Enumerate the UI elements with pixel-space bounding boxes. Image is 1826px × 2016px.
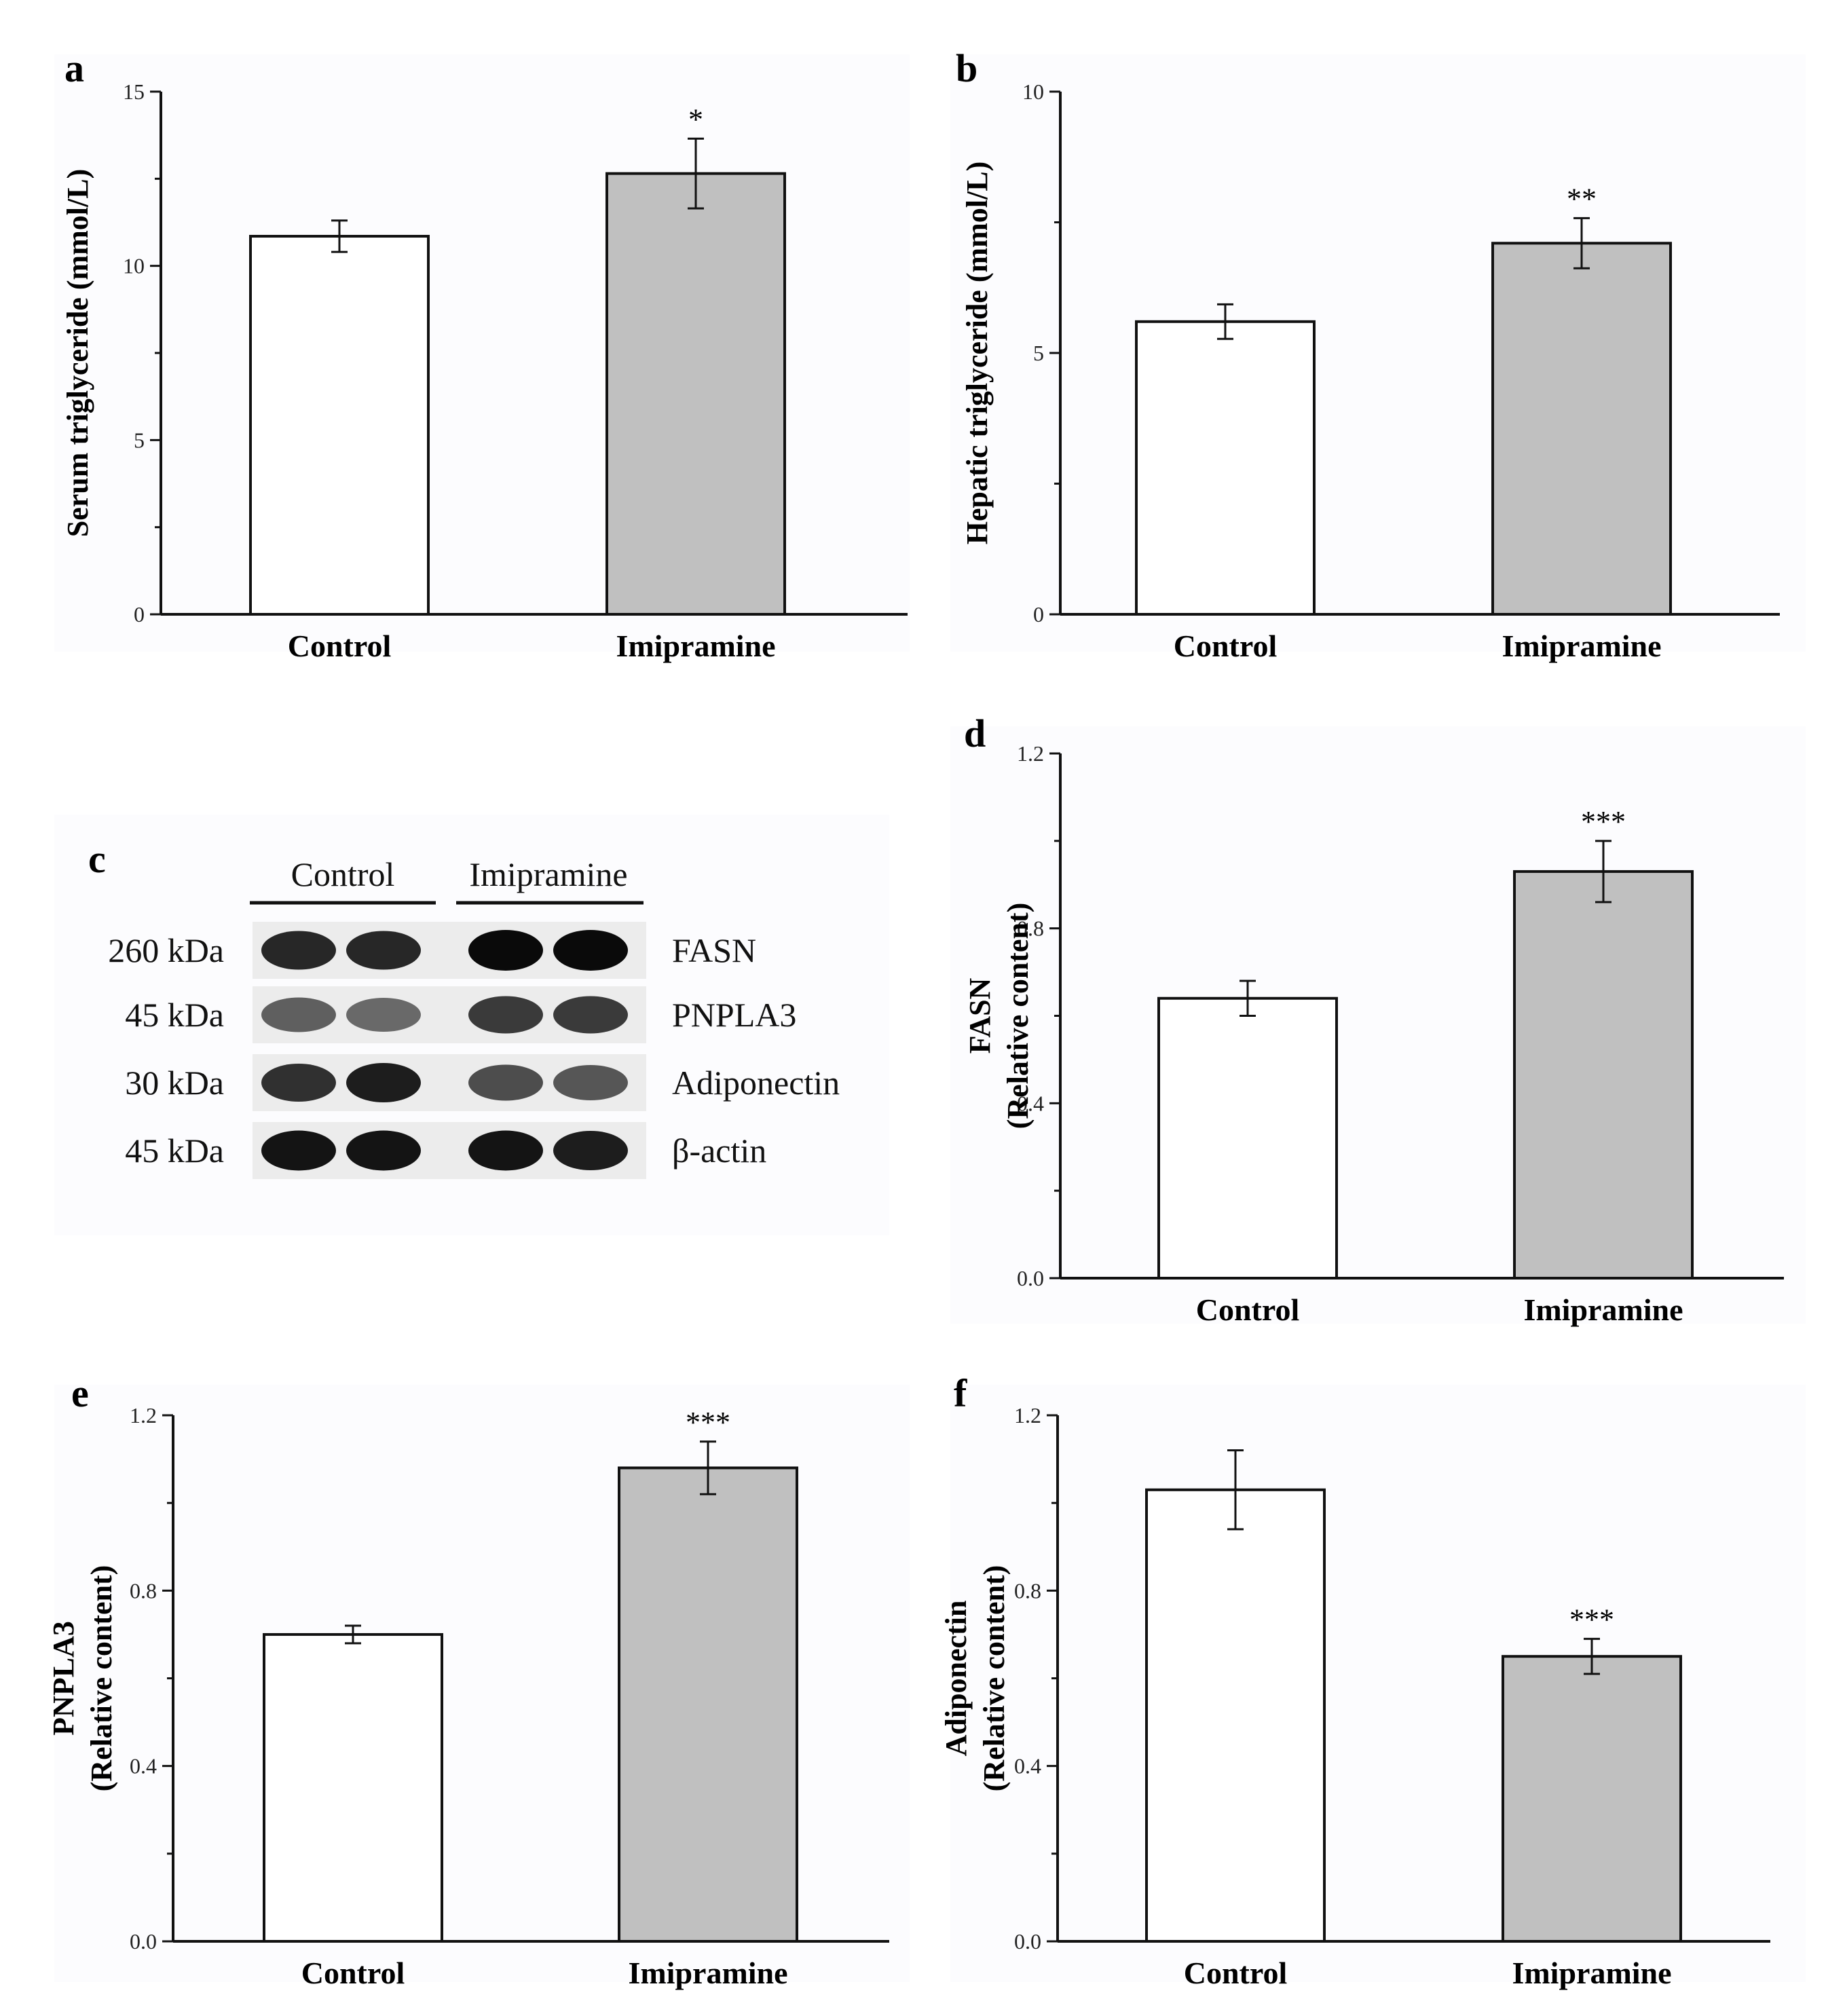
panel-background (950, 54, 1806, 652)
western-blot-panel: c Control Imipramine 260 kDa FASN 45 kDa PN… (54, 815, 889, 1235)
y-tick-label: 0 (134, 602, 145, 627)
x-tick-label: Imipramine (628, 1956, 787, 1990)
blot-band (346, 998, 421, 1032)
y-tick-label: 0.8 (1017, 916, 1044, 941)
chart-panel-f: f 0.0 0.4 0.8 1.2 Control *** Imipramine Adipone… (939, 1371, 1806, 1990)
x-tick-label: Imipramine (1512, 1956, 1671, 1990)
blot-kda-label: 45 kDa (125, 996, 224, 1034)
y-tick-label: 1.2 (1014, 1403, 1041, 1427)
panel-label-a: a (64, 46, 84, 90)
blot-row: 30 kDa Adiponectin (125, 1054, 840, 1111)
blot-protein-label: PNPLA3 (672, 996, 796, 1034)
blot-band (468, 996, 543, 1034)
bar-imipramine (1502, 1655, 1682, 1943)
blot-band (346, 1063, 421, 1102)
x-tick-label: Imipramine (1502, 629, 1661, 663)
blot-band (468, 1064, 543, 1101)
chart-panel-b: b 0 5 10 Control ** Imipramine Hepatic triglyce… (950, 46, 1806, 663)
y-axis-label: Serum triglyceride (mmol/L) (61, 169, 94, 538)
y-tick-label: 1.2 (130, 1403, 157, 1427)
y-tick-label: 0.0 (1014, 1929, 1041, 1954)
significance-marker: * (688, 102, 703, 136)
x-tick-label: Imipramine (1523, 1292, 1683, 1327)
bar-control (1145, 1488, 1326, 1943)
panel-label-e: e (71, 1371, 89, 1415)
blot-band (553, 996, 628, 1034)
y-tick-label: 5 (1033, 341, 1044, 365)
significance-marker: *** (1581, 805, 1626, 838)
y-tick-label: 0.8 (1014, 1578, 1041, 1603)
y-tick-label: 15 (123, 79, 145, 104)
y-tick-label: 0.4 (130, 1754, 157, 1778)
blot-band (553, 930, 628, 971)
blot-protein-label: Adiponectin (672, 1064, 840, 1102)
panel-label-c: c (88, 837, 106, 881)
y-tick-label: 0.0 (130, 1929, 157, 1954)
y-tick-label: 10 (1022, 79, 1044, 104)
bar-imipramine (605, 172, 786, 616)
panel-label-b: b (956, 46, 977, 90)
significance-marker: *** (686, 1406, 730, 1439)
blot-protein-label: β-actin (672, 1132, 766, 1170)
chart-panel-e: e 0.0 0.4 0.8 1.2 Control *** Imipramine PNPLA3(… (47, 1371, 910, 1990)
blot-band (346, 931, 421, 970)
y-axis-label: PNPLA3 (Relative content) (47, 1565, 118, 1792)
blot-band (261, 997, 336, 1032)
y-axis-label: FASN (Relative content) (963, 903, 1035, 1130)
panel-label-d: d (964, 711, 986, 755)
blot-row: 260 kDa FASN (108, 922, 756, 979)
bar-control (263, 1632, 443, 1943)
y-tick-label: 0.4 (1017, 1091, 1044, 1115)
y-tick-label: 0.4 (1014, 1754, 1041, 1778)
blot-rows: 260 kDa FASN 45 kDa PNPLA3 30 kDa Adiponectin… (108, 922, 840, 1179)
blot-band (261, 1064, 336, 1102)
chart-panel-a: a 0 5 10 15 Control * Imipramine Serum triglycer… (54, 46, 910, 663)
blot-band (553, 1131, 628, 1170)
blot-kda-label: 30 kDa (125, 1064, 224, 1102)
bar-control (1135, 320, 1316, 616)
blot-row: 45 kDa β-actin (125, 1122, 766, 1179)
bar-control (1157, 996, 1338, 1280)
y-tick-label: 0.0 (1017, 1266, 1044, 1290)
x-tick-label: Imipramine (616, 629, 775, 663)
blot-protein-label: FASN (672, 931, 756, 969)
x-tick-label: Control (1174, 629, 1278, 663)
y-tick-label: 0 (1033, 602, 1044, 627)
y-tick-label: 1.2 (1017, 741, 1044, 766)
blot-band (468, 1130, 543, 1171)
blot-band (553, 1065, 628, 1100)
y-tick-label: 10 (123, 254, 145, 278)
blot-band (468, 930, 543, 971)
panel-label-f: f (954, 1371, 967, 1415)
y-axis-label: Hepatic triglyceride (mmol/L) (961, 162, 994, 544)
y-axis-label: Adiponectin (Relative content) (939, 1565, 1011, 1792)
x-tick-label: Control (1196, 1292, 1300, 1327)
bar-imipramine (1491, 242, 1672, 616)
blot-group-control: Control (291, 855, 395, 893)
blot-kda-label: 45 kDa (125, 1132, 224, 1170)
blot-group-imipramine: Imipramine (469, 855, 627, 893)
significance-marker: ** (1567, 182, 1597, 215)
chart-panel-d: d 0.0 0.4 0.8 1.2 Control *** Imipramine FASN (Re… (950, 711, 1806, 1327)
bar-control (249, 235, 430, 616)
blot-row: 45 kDa PNPLA3 (125, 986, 796, 1043)
x-tick-label: Control (1184, 1956, 1288, 1990)
significance-marker: *** (1569, 1603, 1614, 1636)
blot-band (261, 1130, 336, 1171)
y-tick-label: 5 (134, 428, 145, 452)
y-tick-label: 0.8 (130, 1578, 157, 1603)
x-tick-label: Control (301, 1956, 405, 1990)
bar-imipramine (1513, 870, 1694, 1280)
blot-band (346, 1130, 421, 1171)
blot-kda-label: 260 kDa (108, 931, 224, 969)
x-tick-label: Control (288, 629, 392, 663)
bar-imipramine (618, 1466, 798, 1943)
charts: a 0 5 10 15 Control * Imipramine Serum triglycer… (47, 46, 1806, 1990)
blot-band (261, 931, 336, 970)
